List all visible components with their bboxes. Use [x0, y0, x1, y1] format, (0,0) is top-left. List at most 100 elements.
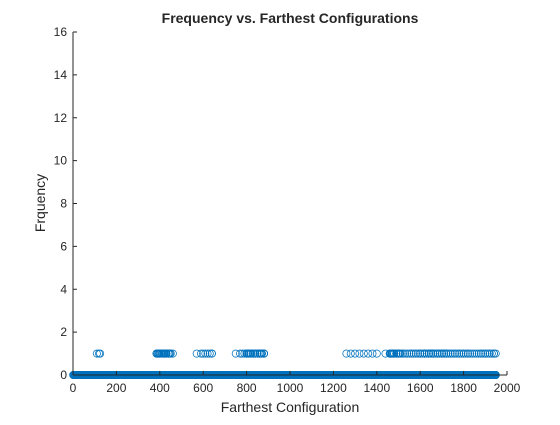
data-point: [444, 349, 453, 358]
data-point: [489, 349, 498, 358]
data-point: [442, 349, 451, 358]
x-tick-label: 1000: [277, 381, 304, 395]
data-point: [201, 349, 210, 358]
x-tick-label: 0: [70, 381, 77, 395]
data-point: [427, 349, 436, 358]
x-ticks: 0 200 400 600 800 1000 1200 1400 1600 1800 2000: [70, 371, 521, 395]
data-point: [457, 349, 466, 358]
x-tick-label: 800: [237, 381, 257, 395]
y-tick-label: 2: [60, 325, 67, 339]
data-point: [405, 349, 414, 358]
x-tick-label: 200: [106, 381, 126, 395]
axes-background: [73, 32, 507, 375]
data-point: [411, 349, 420, 358]
chart-title: Frequency vs. Farthest Configurations: [162, 10, 419, 26]
data-point: [157, 349, 166, 358]
data-point: [466, 349, 475, 358]
data-point: [468, 349, 477, 358]
x-tick-label: 2000: [494, 381, 521, 395]
data-point: [92, 349, 101, 358]
data-point: [368, 349, 377, 358]
x-axis-label: Farthest Configuration: [221, 399, 360, 415]
data-point: [422, 349, 431, 358]
data-point: [207, 349, 216, 358]
y-tick-label: 12: [54, 111, 68, 125]
data-point: [416, 349, 425, 358]
data-point: [472, 349, 481, 358]
data-point: [346, 349, 355, 358]
data-point: [155, 349, 164, 358]
data-point: [459, 349, 468, 358]
data-point: [470, 349, 479, 358]
data-point: [476, 349, 485, 358]
data-point: [257, 349, 266, 358]
data-point: [364, 349, 373, 358]
data-point: [481, 349, 490, 358]
data-point: [390, 349, 399, 358]
data-point: [242, 349, 251, 358]
data-point: [450, 349, 459, 358]
x-tick-label: 1800: [450, 381, 477, 395]
data-point: [407, 349, 416, 358]
data-point: [240, 349, 249, 358]
data-point: [359, 349, 368, 358]
data-point: [205, 349, 214, 358]
data-point: [398, 349, 407, 358]
data-point: [255, 349, 264, 358]
y-axis-label: Frquency: [32, 174, 48, 232]
y-tick-label: 10: [54, 154, 68, 168]
data-point: [453, 349, 462, 358]
data-point: [392, 349, 401, 358]
data-point: [455, 349, 464, 358]
data-point: [372, 349, 381, 358]
y-ticks: 0 2 4 6 8 10 12 14 16: [54, 25, 77, 382]
x-tick-label: 400: [150, 381, 170, 395]
data-point: [203, 349, 212, 358]
x-tick-label: 1200: [320, 381, 347, 395]
y-tick-label: 4: [60, 282, 67, 296]
data-point: [461, 349, 470, 358]
data-point: [387, 349, 396, 358]
data-point: [414, 349, 423, 358]
data-point: [351, 349, 360, 358]
data-point: [385, 349, 394, 358]
data-point: [420, 349, 429, 358]
data-point: [437, 349, 446, 358]
data-point: [418, 349, 427, 358]
y-tick-label: 14: [54, 68, 68, 82]
x-tick-label: 600: [193, 381, 213, 395]
data-point: [440, 349, 449, 358]
data-point: [401, 349, 410, 358]
data-point: [424, 349, 433, 358]
data-point: [161, 349, 170, 358]
data-point: [197, 349, 206, 358]
data-point: [446, 349, 455, 358]
y-tick-label: 6: [60, 239, 67, 253]
data-point: [485, 349, 494, 358]
y-tick-label: 8: [60, 197, 67, 211]
data-point: [429, 349, 438, 358]
data-point: [259, 349, 268, 358]
x-tick-label: 1400: [363, 381, 390, 395]
data-point: [433, 349, 442, 358]
data-point: [164, 349, 173, 358]
data-point: [479, 349, 488, 358]
data-point: [487, 349, 496, 358]
data-point: [409, 349, 418, 358]
data-point: [483, 349, 492, 358]
data-point: [463, 349, 472, 358]
data-point: [355, 349, 364, 358]
data-point: [244, 349, 253, 358]
data-point: [96, 349, 105, 358]
x-tick-label: 1600: [407, 381, 434, 395]
data-point: [192, 349, 201, 358]
data-point: [474, 349, 483, 358]
data-point: [448, 349, 457, 358]
data-point: [431, 349, 440, 358]
data-point: [342, 349, 351, 358]
data-point: [199, 349, 208, 358]
y-tick-label: 0: [60, 368, 67, 382]
data-point: [435, 349, 444, 358]
